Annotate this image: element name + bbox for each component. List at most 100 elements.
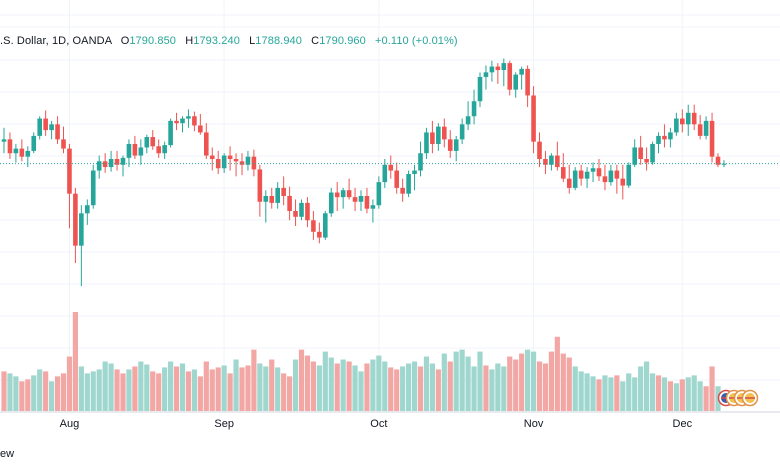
candle-body — [495, 66, 501, 71]
volume-bar — [257, 363, 263, 411]
volume-bar — [459, 349, 465, 411]
volume-bar — [435, 369, 441, 411]
volume-bar — [572, 366, 578, 411]
volume-bar — [287, 376, 293, 411]
candle-body — [269, 195, 275, 203]
open-value: 1790.850 — [129, 35, 177, 47]
candle-body — [49, 124, 54, 131]
candle-body — [340, 190, 346, 198]
candle-body — [697, 124, 703, 136]
candle-body — [715, 156, 721, 165]
volume-bar — [370, 359, 376, 411]
volume-bar — [233, 359, 239, 411]
candle-body — [85, 205, 90, 214]
volume-bar — [37, 369, 43, 411]
candle-body — [388, 164, 394, 171]
candle-body — [703, 120, 709, 136]
candle-body — [317, 231, 322, 238]
volume-bar — [411, 361, 418, 411]
candle-body — [572, 170, 578, 188]
volume-bar — [513, 359, 519, 411]
volume-bar — [102, 361, 108, 411]
volume-bar — [679, 379, 685, 411]
candle-body — [67, 148, 72, 194]
volume-bar — [31, 375, 37, 411]
candle-body — [382, 164, 388, 183]
candle-body — [245, 156, 251, 165]
volume-bar — [346, 361, 352, 411]
volume-bar — [525, 349, 531, 411]
volume-bar — [25, 379, 31, 411]
close-label: C — [311, 35, 320, 47]
open-label: O — [120, 35, 130, 47]
volume-bar — [340, 359, 346, 411]
candle-body — [543, 159, 548, 165]
candle-body — [251, 156, 257, 170]
candle-body — [358, 195, 364, 202]
candle-body — [501, 63, 507, 71]
candle-body — [513, 74, 518, 90]
volume-bar — [388, 367, 394, 411]
volume-bar — [173, 366, 180, 411]
volume-bar — [489, 369, 495, 411]
volume-bar — [60, 373, 67, 411]
candle-body — [37, 118, 42, 136]
footer-link[interactable]: ew — [0, 448, 15, 460]
volume-bar — [406, 363, 412, 411]
volume-bar — [429, 363, 435, 411]
volume-bar — [554, 336, 560, 411]
volume-bar — [132, 366, 138, 411]
candle-body — [549, 155, 554, 165]
volume-bar — [108, 363, 114, 411]
volume-bar — [530, 351, 537, 411]
candle-body — [352, 197, 358, 202]
candle-body — [138, 147, 144, 156]
candle-body — [668, 132, 673, 140]
volume-bar — [358, 371, 364, 411]
volume-bar — [215, 367, 221, 411]
high-value: 1793.240 — [193, 35, 240, 47]
x-tick-label: Dec — [673, 418, 693, 430]
volume-bar — [43, 371, 49, 411]
volume-bar — [471, 366, 477, 411]
volume-bar — [304, 355, 311, 411]
event-flags[interactable] — [717, 389, 759, 407]
volume-bar — [519, 353, 525, 411]
volume-bar — [209, 369, 215, 411]
volume-bar — [281, 373, 287, 411]
symbol-legend: .S. Dollar, 1D, OANDA O1790.850 H1793.24… — [0, 33, 458, 49]
candle-body — [215, 159, 221, 169]
volume-bar — [477, 351, 483, 411]
volume-bar — [644, 361, 650, 411]
candle-body — [192, 116, 197, 126]
candle-body — [168, 120, 173, 146]
candle-body — [174, 120, 179, 124]
candle-body — [394, 170, 399, 188]
candle-body — [370, 205, 376, 209]
candle-body — [150, 137, 156, 147]
volume-bar — [394, 369, 400, 411]
volume-bar — [400, 366, 406, 411]
symbol-title[interactable]: .S. Dollar, 1D, OANDA — [0, 35, 112, 47]
volume-bar — [251, 349, 257, 411]
candle-body — [644, 159, 649, 163]
volume-bar — [626, 373, 632, 411]
candle-body — [602, 176, 608, 183]
volume-bar — [245, 365, 251, 411]
candle-body — [346, 190, 352, 198]
volume-bar — [560, 353, 566, 411]
candle-body — [305, 202, 310, 221]
volume-bar — [697, 381, 703, 411]
candle-body — [227, 155, 233, 159]
volume-bar — [49, 381, 55, 411]
candle-body — [537, 141, 542, 159]
candle-body — [334, 192, 340, 198]
candle-body — [281, 187, 286, 196]
candle-body — [25, 150, 31, 157]
candle-body — [293, 211, 298, 217]
candle-body — [412, 170, 417, 175]
candle-body — [55, 124, 60, 140]
candle-body — [328, 192, 334, 214]
